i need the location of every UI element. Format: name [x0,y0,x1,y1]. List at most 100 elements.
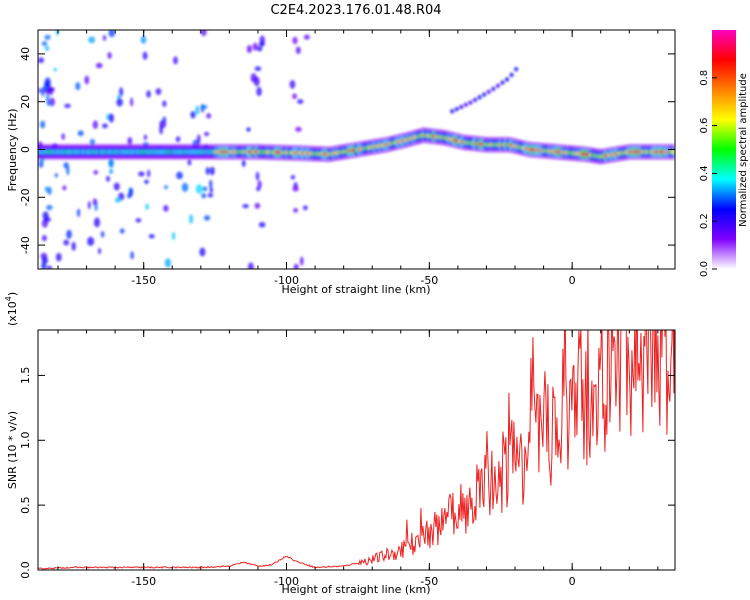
spectrogram-noise-blob [297,99,304,105]
spectrogram-noise-blob [143,134,148,141]
colorbar-gradient [712,30,736,269]
spectrogram-noise-blob [173,56,178,65]
spectrogram-secondary-ridge [491,86,496,92]
spectrogram-noise-blob [46,265,53,269]
spectrogram-noise-blob [246,127,251,132]
spectrogram-noise-blob [64,103,71,108]
colorbar-label: Normalized spectral amplitude [738,73,749,227]
spectrogram-noise-blob [88,36,96,44]
colorbar-tick-label: 0.6 [699,118,710,134]
spectrogram-noise-blob [93,170,99,175]
spectrogram-noise-blob [128,187,134,197]
spectrogram-noise-blob [61,133,65,140]
x-tick-label: -50 [420,575,438,588]
spectrogram-noise-blob [84,75,90,85]
svg-text:(x104): (x104) [4,292,19,326]
spectrogram-noise-blob [206,113,212,119]
spectrogram-secondary-ridge [473,97,478,103]
spectrogram-noise-blob [87,236,95,246]
spectrogram-noise-blob [209,187,214,193]
spectrogram-noise-blob [145,203,150,210]
spectrogram-noise-blob [53,67,57,72]
x-tick-label: -150 [131,274,156,287]
snr-multiplier: (x104) [4,292,19,326]
spectrogram-image [38,30,675,269]
spectrogram-noise-blob [95,62,103,69]
spectrogram-noise-blob [293,208,299,213]
y-tick-label: 0 [19,146,32,153]
snr-multiplier-base: (x10 [6,301,19,326]
colorbar-tick-label: 0.2 [699,213,710,229]
spectrogram-noise-blob [63,239,70,246]
spectrogram-noise-blob [130,251,134,260]
spectrogram-noise-blob [252,42,258,51]
spectrogram-noise-blob [203,131,210,137]
spectrogram-noise-blob [127,137,133,145]
spectrogram-noise-blob [303,34,310,40]
spectrogram-noise-blob [44,46,50,51]
spectrogram-noise-blob [292,36,298,45]
spectrogram-noise-blob [135,218,142,223]
spectrogram-noise-blob [41,261,47,269]
spectrogram-noise-blob [189,214,194,224]
spectrogram-noise-blob [147,169,151,178]
spectrogram-ridge-core [671,149,675,155]
spectrogram-noise-blob [48,86,54,96]
spectrogram-noise-blob [195,105,200,115]
snr-multiplier-exp: 4 [4,296,13,301]
spectrogram-noise-blob [190,110,196,119]
spectrogram-noise-blob [162,100,167,107]
spectrogram-secondary-ridge [454,106,459,112]
spectrogram-noise-blob [108,113,114,123]
colorbar: 0.0 0.2 0.4 0.6 0.8 Normalized spectral ampl… [699,30,749,277]
spectrogram-noise-blob [92,198,98,206]
spectrogram-secondary-ridge [463,102,468,107]
spectrogram-noise-blob [107,51,112,59]
spectrogram-secondary-ridge [514,66,519,72]
spectrogram-noise-blob [108,30,116,38]
snr-frame [37,329,676,571]
spectrogram-secondary-ridge [482,92,487,97]
spectrogram-noise-blob [98,247,102,255]
spectrogram-noise-blob [116,97,123,107]
snr-ticks: -150 -100 -50 0 0.0 0.5 1.0 1.5 [19,330,675,588]
snr-ylabel: SNR (10 * v/v) [6,411,19,489]
spectrogram-noise-blob [289,79,296,89]
spectrogram-noise-blob [181,182,189,193]
spectrogram-noise-blob [290,175,296,180]
spectrogram-noise-blob [254,202,261,209]
spectrogram-noise-blob [164,258,171,268]
spectrogram-noise-blob [41,41,48,47]
x-tick-label: -100 [274,274,299,287]
spectrogram-secondary-ridge [486,89,491,94]
spectrogram-noise-blob [292,186,299,192]
spectrogram-noise-blob [257,46,263,52]
spectrogram-noise-blob [119,228,125,234]
spectrogram-noise-blob [209,166,215,176]
spectrogram-noise-blob [250,73,257,83]
spectrogram-noise-blob [40,120,46,129]
y-tick-label: 0.5 [19,496,32,514]
spectrogram-noise-blob [62,185,67,191]
spectrogram-secondary-ridge [477,95,482,100]
colorbar-tick-label: 0.8 [699,70,710,86]
spectrogram-noise-blob [102,123,108,129]
spectrogram-noise-blob [199,247,206,257]
spectrogram-noise-blob [41,235,47,242]
figure-title: C2E4.2023.176.01.48.R04 [270,3,441,18]
spectrogram-noise-blob [77,130,84,137]
x-tick-label: -100 [274,575,299,588]
spectrogram-noise-blob [71,241,76,251]
spectrogram-noise-blob [119,87,124,97]
spectrogram-noise-blob [41,87,45,97]
x-tick-label: 0 [569,575,576,588]
spectrogram-noise-blob [55,252,62,262]
spectrogram-noise-blob [254,66,262,71]
spectrogram-noise-blob [109,168,114,174]
spectrogram-noise-blob [209,179,213,189]
x-tick-label: 0 [569,274,576,287]
spectrogram-noise-blob [148,234,155,239]
y-tick-label: 0.0 [19,561,32,579]
spectrogram-noise-blob [42,211,49,220]
